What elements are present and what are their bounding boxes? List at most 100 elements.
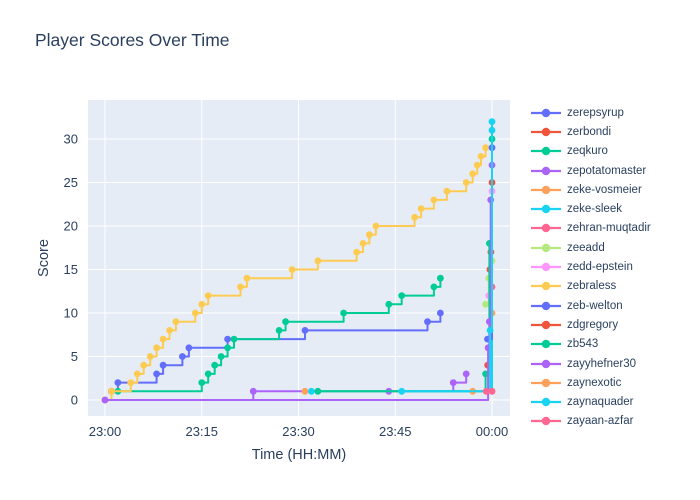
data-point[interactable] — [469, 170, 477, 178]
data-point[interactable] — [185, 344, 193, 352]
data-point[interactable] — [198, 379, 206, 386]
data-point[interactable] — [366, 231, 373, 239]
legend-item-zepotatomaster[interactable]: zepotatomaster — [530, 161, 651, 180]
data-point[interactable] — [101, 396, 109, 404]
legend-item-label: zaynexotic — [567, 376, 622, 389]
y-tick-label: 5 — [71, 349, 78, 364]
trace-zerepsyrup[interactable] — [108, 309, 444, 395]
trace-zebraless[interactable] — [101, 144, 489, 404]
legend-item-label: zeb-welton — [567, 299, 623, 312]
data-point[interactable] — [282, 318, 289, 326]
x-axis-title: Time (HH:MM) — [251, 447, 347, 463]
data-point[interactable] — [314, 257, 322, 265]
legend-item-label: zb543 — [567, 338, 599, 351]
data-point[interactable] — [301, 327, 309, 334]
data-point[interactable] — [430, 196, 438, 204]
legend-item-zeke-vosmeier[interactable]: zeke-vosmeier — [530, 180, 651, 199]
data-point[interactable] — [108, 387, 115, 395]
data-point[interactable] — [398, 387, 406, 395]
data-point[interactable] — [127, 379, 135, 386]
data-point[interactable] — [230, 335, 238, 343]
data-point[interactable] — [166, 327, 173, 334]
data-point[interactable] — [385, 300, 393, 308]
legend-item-zedd-epstein[interactable]: zedd-epstein — [530, 257, 651, 276]
data-point[interactable] — [411, 213, 418, 221]
data-point[interactable] — [353, 248, 360, 256]
trace-zeqkuro[interactable] — [114, 274, 444, 395]
data-point[interactable] — [424, 318, 431, 326]
legend-item-zerbondi[interactable]: zerbondi — [530, 122, 651, 141]
data-point[interactable] — [314, 387, 322, 395]
data-point[interactable] — [486, 327, 494, 334]
data-point[interactable] — [462, 370, 470, 378]
data-point[interactable] — [288, 266, 296, 273]
legend-item-zayyhefner30[interactable]: zayyhefner30 — [530, 354, 651, 373]
legend-item-zerepsyrup[interactable]: zerepsyrup — [530, 103, 651, 122]
legend-item-zeke-sleek[interactable]: zeke-sleek — [530, 199, 651, 218]
data-point[interactable] — [146, 353, 154, 360]
data-point[interactable] — [482, 144, 489, 152]
legend-item-zeqkuro[interactable]: zeqkuro — [530, 142, 651, 161]
data-point[interactable] — [243, 274, 251, 282]
legend-item-zdgregory[interactable]: zdgregory — [530, 315, 651, 334]
data-point[interactable] — [159, 361, 167, 369]
data-point[interactable] — [172, 318, 180, 326]
data-point[interactable] — [477, 153, 485, 160]
legend-item-zaynaquader[interactable]: zaynaquader — [530, 392, 651, 411]
legend-item-zaynexotic[interactable]: zaynexotic — [530, 373, 651, 392]
data-point[interactable] — [211, 361, 219, 369]
data-point[interactable] — [487, 196, 495, 204]
trace-zaynaquader[interactable] — [398, 118, 496, 395]
legend-item-zayaan-azfar[interactable]: zayaan-azfar — [530, 412, 651, 431]
data-point[interactable] — [359, 240, 367, 247]
data-point[interactable] — [473, 161, 481, 169]
data-point[interactable] — [204, 292, 212, 299]
legend-item-label: zeqkuro — [567, 145, 608, 158]
data-point[interactable] — [301, 387, 309, 395]
data-point[interactable] — [482, 300, 489, 308]
data-point[interactable] — [488, 118, 496, 125]
data-point[interactable] — [488, 387, 496, 395]
data-point[interactable] — [153, 370, 161, 378]
data-point[interactable] — [430, 283, 438, 291]
x-tick-label: 23:00 — [89, 424, 122, 439]
data-point[interactable] — [224, 335, 232, 343]
legend-line-marker-icon — [531, 262, 561, 272]
legend-item-zebraless[interactable]: zebraless — [530, 277, 651, 296]
y-tick-label: 15 — [64, 262, 78, 277]
data-point[interactable] — [437, 309, 444, 317]
trace-zayaan-azfar[interactable] — [482, 387, 496, 395]
data-point[interactable] — [275, 327, 283, 334]
data-point[interactable] — [449, 379, 457, 386]
legend-item-zeeadd[interactable]: zeeadd — [530, 238, 651, 257]
data-point[interactable] — [237, 283, 244, 291]
data-point[interactable] — [462, 179, 470, 186]
legend-item-label: zerepsyrup — [567, 106, 624, 119]
data-point[interactable] — [217, 353, 225, 360]
data-point[interactable] — [437, 274, 444, 282]
data-point[interactable] — [224, 344, 232, 352]
data-point[interactable] — [159, 335, 167, 343]
data-point[interactable] — [114, 379, 122, 386]
legend-item-zehran-muqtadir[interactable]: zehran-muqtadir — [530, 219, 651, 238]
data-point[interactable] — [133, 370, 141, 378]
legend-item-zb543[interactable]: zb543 — [530, 335, 651, 354]
data-point[interactable] — [398, 292, 406, 299]
data-point[interactable] — [153, 344, 161, 352]
data-point[interactable] — [340, 309, 347, 317]
data-point[interactable] — [482, 387, 490, 395]
legend-line-marker-icon — [531, 301, 561, 310]
data-point[interactable] — [140, 361, 148, 369]
legend-item-zeb-welton[interactable]: zeb-welton — [530, 296, 651, 315]
data-point[interactable] — [443, 187, 451, 195]
data-point[interactable] — [204, 370, 212, 378]
data-point[interactable] — [198, 300, 206, 308]
legend-item-label: zepotatomaster — [567, 164, 647, 177]
data-point[interactable] — [372, 222, 380, 230]
data-point[interactable] — [249, 387, 257, 395]
data-point[interactable] — [417, 205, 425, 213]
data-point[interactable] — [179, 353, 186, 360]
data-point[interactable] — [191, 309, 199, 317]
data-point[interactable] — [308, 387, 315, 395]
